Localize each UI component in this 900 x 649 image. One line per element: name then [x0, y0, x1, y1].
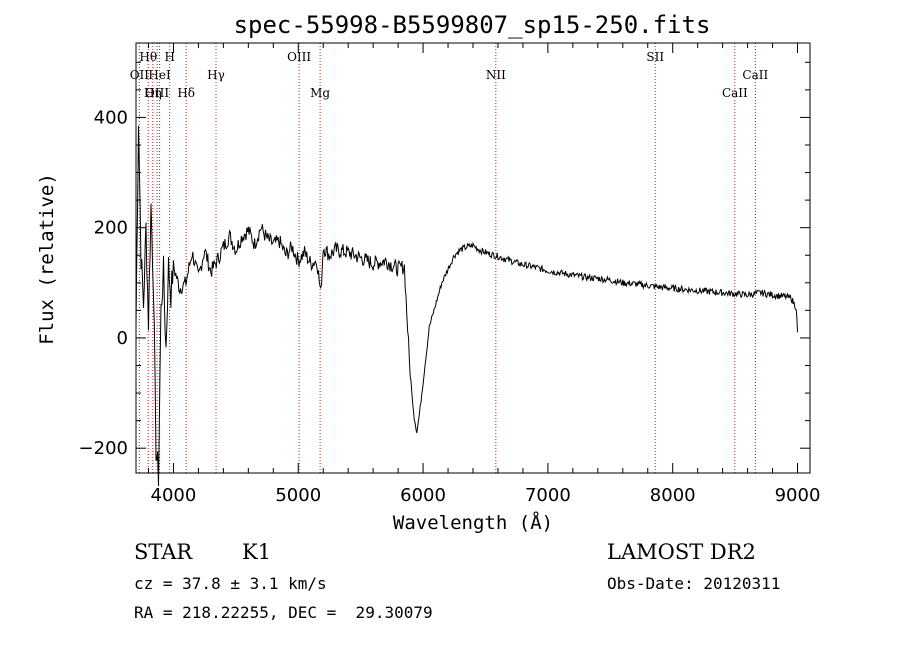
spectral-line-label: NII	[486, 68, 506, 82]
x-tick-label: 5000	[275, 485, 321, 506]
spectral-line-label: OII	[130, 68, 150, 82]
plot-frame	[135, 42, 811, 474]
y-tick-label: 200	[94, 218, 128, 239]
axis-ticks: 4000 5000 6000 7000 8000 9000 −200 0 200 400	[79, 43, 821, 506]
spectral-line-label: Mg	[310, 86, 330, 100]
spectral-line-label: CaII	[722, 86, 748, 100]
x-tick-label: 8000	[650, 485, 696, 506]
observation-date: Obs-Date: 20120311	[607, 574, 781, 593]
spectral-line-label: Hγ	[207, 68, 225, 82]
spectral-line-label: Hη	[144, 86, 162, 100]
chart-title: spec-55998-B5599807_sp15-250.fits	[234, 11, 711, 39]
x-axis-label: Wavelength (Å)	[393, 511, 553, 534]
object-subclass: K1	[242, 540, 272, 564]
y-tick-label: 400	[94, 107, 128, 128]
spectral-line-label: SII	[646, 50, 664, 64]
x-tick-label: 9000	[775, 485, 821, 506]
survey-name: LAMOST DR2	[607, 540, 756, 564]
spectral-line-label: Hδ	[177, 86, 195, 100]
spectrum-series	[135, 125, 798, 487]
x-tick-label: 7000	[525, 485, 571, 506]
y-tick-label: −200	[79, 438, 128, 459]
y-tick-label: 0	[117, 328, 128, 349]
x-tick-label: 6000	[400, 485, 446, 506]
y-axis-label: Flux (relative)	[36, 173, 58, 345]
spectral-line-label: OIII	[145, 86, 169, 100]
spectral-line-label: CaII	[742, 68, 768, 82]
spectral-line-label: Hθ	[139, 50, 157, 64]
spectrum-line	[135, 125, 798, 487]
coordinates: RA = 218.22255, DEC = 29.30079	[134, 603, 433, 622]
x-tick-label: 4000	[151, 485, 197, 506]
spectral-line-label: OIII	[287, 50, 311, 64]
spectral-line-label: HeI	[148, 68, 171, 82]
redshift-cz: cz = 37.8 ± 3.1 km/s	[134, 574, 327, 593]
spectral-line-label: H	[164, 50, 174, 64]
object-class: STAR	[134, 540, 193, 564]
